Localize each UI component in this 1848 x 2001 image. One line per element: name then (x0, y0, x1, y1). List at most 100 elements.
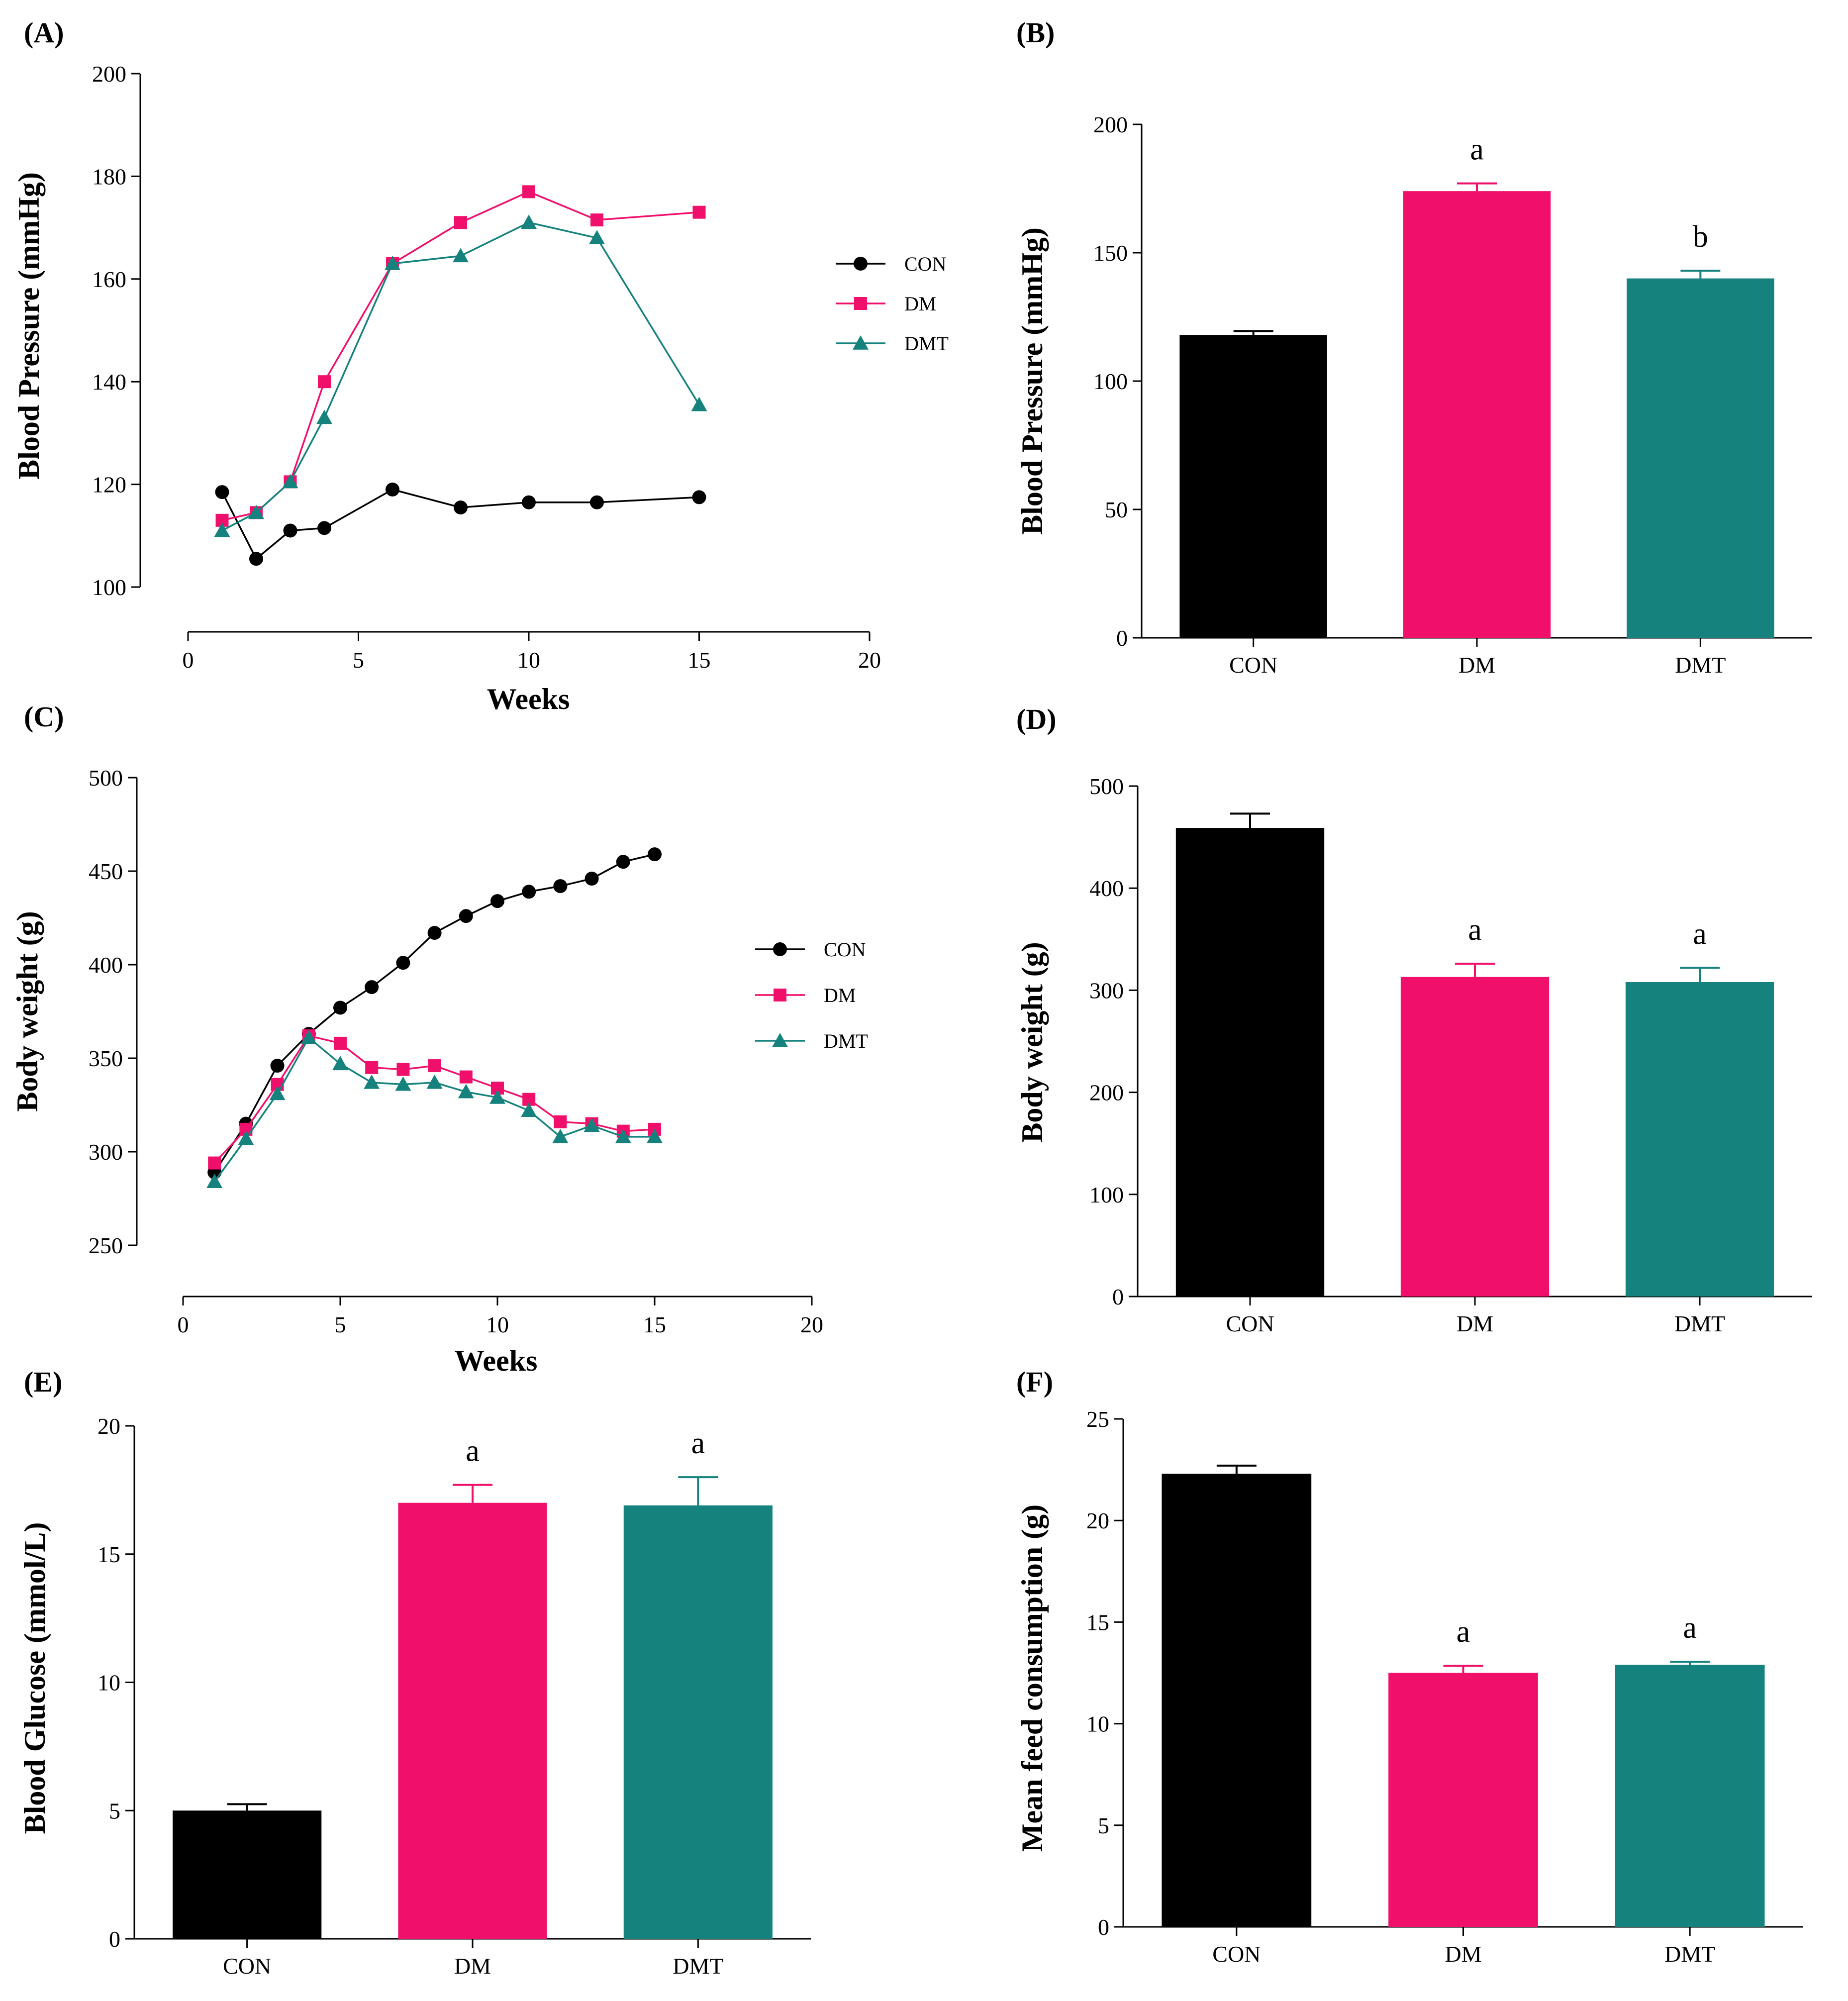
series-dmt (206, 1029, 663, 1188)
data-point (454, 216, 467, 229)
legend-item-dm: DM (755, 984, 856, 1006)
y-tick-label: 180 (92, 164, 126, 189)
legend-marker (853, 335, 869, 350)
data-point (282, 474, 298, 489)
panel-e: (E) 0 5 10 15 20 Blood Glucose (mmol/L) CON DM a D… (18, 1366, 811, 1979)
bar-con (1179, 335, 1327, 638)
y-axis-title: Blood Pressure (mmHg) (1016, 227, 1049, 535)
data-point (238, 1130, 254, 1145)
significance-letter: a (466, 1434, 480, 1468)
bar-dmt (1627, 278, 1774, 638)
bar-dm (1388, 1673, 1538, 1927)
data-point (365, 1061, 379, 1074)
y-tick-label: 160 (92, 267, 126, 292)
y-tick-label: 500 (1089, 774, 1124, 799)
data-point (300, 1029, 317, 1044)
bar-dmt (1625, 982, 1774, 1297)
y-axis-title: Blood Glucose (mmol/L) (18, 1522, 51, 1834)
data-point (428, 1059, 441, 1073)
data-point (647, 1128, 663, 1143)
x-tick-label: 5 (335, 1312, 346, 1337)
data-point (365, 980, 379, 995)
data-point (489, 1089, 505, 1104)
y-tick-label: 25 (1086, 1406, 1109, 1432)
data-point (458, 1084, 474, 1099)
legend-item-con: CON (755, 938, 866, 961)
significance-letter: a (691, 1426, 705, 1460)
y-axis-title: Body weight (g) (1016, 942, 1049, 1142)
y-tick-label: 200 (92, 61, 126, 87)
bar-con (173, 1810, 322, 1939)
x-tick-label: DM (1457, 1311, 1493, 1336)
x-tick-label: DM (454, 1953, 491, 1979)
x-tick-label: CON (223, 1953, 271, 1979)
y-tick-label: 5 (1098, 1813, 1109, 1838)
data-point (215, 485, 229, 500)
data-point (385, 255, 400, 270)
significance-letter: b (1693, 220, 1708, 254)
legend-label: DM (904, 293, 936, 315)
data-point (590, 495, 604, 509)
data-point (396, 956, 410, 970)
panel-b: (B) 0 50 100 150 200 Blood Pressure (mmHg) CON D… (1016, 16, 1812, 678)
y-tick-label: 100 (1093, 369, 1128, 394)
bar-dm (1400, 977, 1550, 1297)
data-point (270, 1059, 285, 1073)
data-point (589, 230, 605, 245)
x-tick-label: DMT (673, 1953, 723, 1979)
data-point (584, 872, 599, 886)
legend-marker (774, 989, 786, 1001)
bar-dm (1403, 191, 1551, 638)
panel-label: (B) (1016, 16, 1055, 49)
x-tick-label: 10 (486, 1312, 509, 1337)
x-tick-label: 20 (800, 1312, 823, 1337)
data-point (214, 522, 230, 537)
data-point (459, 1070, 473, 1084)
legend-label: CON (904, 253, 946, 275)
x-tick-label: 0 (183, 647, 194, 673)
y-tick-label: 200 (1089, 1080, 1124, 1105)
y-tick-label: 5 (109, 1798, 120, 1823)
panel-label: (D) (1016, 703, 1057, 735)
y-tick-label: 0 (109, 1926, 120, 1952)
y-tick-label: 100 (92, 575, 126, 600)
y-tick-label: 500 (89, 765, 123, 791)
series-line (222, 191, 699, 521)
data-point (590, 213, 603, 227)
data-point (454, 500, 468, 515)
x-tick-label: CON (1226, 1311, 1274, 1336)
data-point (317, 521, 331, 535)
x-tick-label: DMT (1664, 1941, 1715, 1967)
legend-label: DMT (824, 1030, 868, 1052)
legend-marker (854, 257, 868, 271)
legend-marker (854, 297, 867, 310)
data-point (318, 375, 331, 389)
data-point (522, 885, 536, 899)
x-axis-title: Weeks (455, 1344, 538, 1377)
data-point (553, 879, 568, 894)
legend-item-con: CON (836, 253, 946, 275)
data-point (490, 894, 504, 908)
x-tick-label: 15 (688, 647, 711, 673)
y-tick-label: 0 (1116, 625, 1128, 651)
data-point (521, 1102, 537, 1117)
data-point (459, 909, 473, 923)
y-tick-label: 10 (1086, 1711, 1109, 1737)
bar-con (1162, 1474, 1312, 1927)
series-dm (215, 185, 706, 527)
data-point (426, 1074, 443, 1089)
significance-letter: a (1468, 913, 1482, 947)
y-tick-label: 120 (92, 472, 126, 498)
y-tick-label: 350 (89, 1046, 123, 1071)
panel-f: (F) 0 5 10 15 20 25 Mean feed consumption (g) CO… (1016, 1366, 1803, 1967)
legend-label: DM (824, 984, 856, 1006)
x-tick-label: CON (1212, 1941, 1261, 1967)
significance-letter: a (1683, 1611, 1697, 1645)
data-point (522, 495, 536, 509)
legend-marker (773, 942, 787, 956)
panel-label: (A) (24, 16, 64, 49)
x-tick-label: 0 (178, 1312, 189, 1337)
x-tick-label: 5 (353, 647, 364, 673)
y-tick-label: 100 (1089, 1182, 1124, 1207)
